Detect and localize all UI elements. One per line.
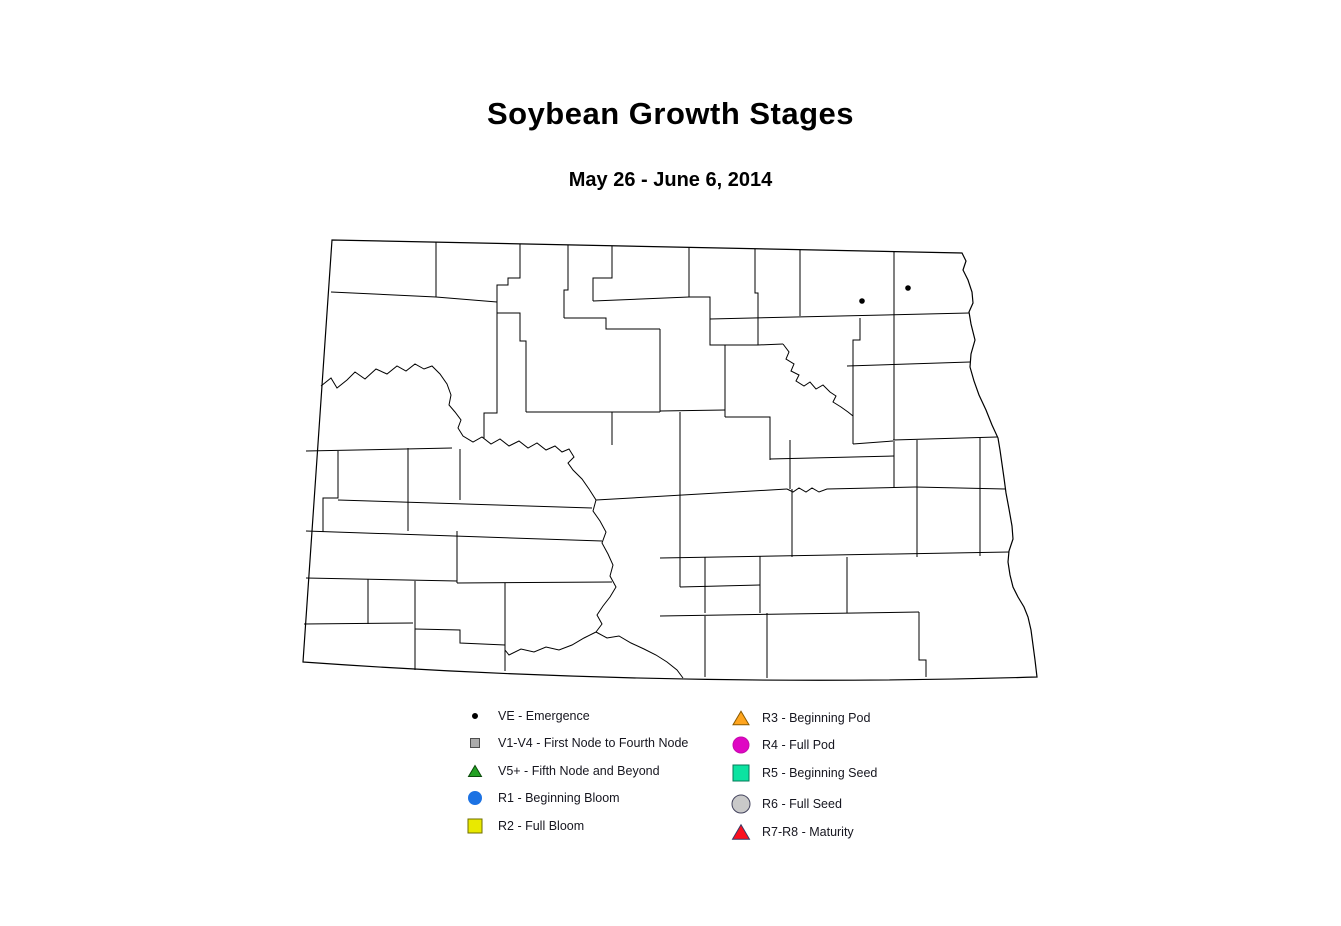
county-boundary <box>769 455 895 460</box>
triangle-marker-icon <box>467 764 483 778</box>
triangle-marker-icon <box>731 823 751 840</box>
county-boundary <box>305 447 453 452</box>
county-boundary <box>496 244 521 313</box>
ve-emergence-point <box>905 285 911 291</box>
county-boundary <box>679 584 761 588</box>
county-boundary <box>709 312 970 320</box>
legend-item-label: VE - Emergence <box>498 709 590 723</box>
square-marker-shape <box>732 764 750 782</box>
circle-marker-icon <box>732 736 750 754</box>
county-boundary <box>595 488 788 501</box>
county-boundary <box>709 319 758 346</box>
state-outline <box>302 239 1038 681</box>
county-boundary <box>659 409 726 412</box>
county-boundary <box>659 551 1010 559</box>
legend-item-label: R1 - Beginning Bloom <box>498 791 620 805</box>
circle-marker-shape <box>732 736 750 754</box>
square-marker-icon <box>732 764 750 782</box>
legend-item-label: R7-R8 - Maturity <box>762 825 854 839</box>
circle-marker-shape <box>731 794 751 814</box>
county-boundary <box>483 302 498 438</box>
county-boundary <box>322 451 339 532</box>
legend-item-label: R6 - Full Seed <box>762 797 842 811</box>
county-boundary <box>563 245 569 318</box>
county-boundary <box>435 296 498 303</box>
triangle-marker-icon <box>732 710 750 726</box>
circle-marker-icon <box>731 794 751 814</box>
county-boundary <box>918 612 927 677</box>
county-boundary <box>592 246 613 301</box>
legend-item-label: R4 - Full Pod <box>762 738 835 752</box>
circle-marker-shape <box>468 791 482 805</box>
square-marker-shape <box>467 818 483 834</box>
legend-item-right-4: R7-R8 - Maturity <box>731 822 854 842</box>
county-boundary <box>782 343 854 417</box>
county-boundary <box>305 577 458 582</box>
legend-item-label: R5 - Beginning Seed <box>762 766 878 780</box>
river-boundary <box>504 631 597 656</box>
ve-emergence-point <box>859 298 865 304</box>
legend-item-left-1: V1-V4 - First Node to Fourth Node <box>465 733 688 753</box>
county-boundary <box>786 486 916 493</box>
legend-item-left-2: V5+ - Fifth Node and Beyond <box>465 761 660 781</box>
legend-item-label: R2 - Full Bloom <box>498 819 585 833</box>
county-boundary <box>725 416 771 460</box>
dot-marker-shape <box>472 713 478 719</box>
county-boundary <box>456 581 613 584</box>
county-boundary <box>497 312 527 412</box>
county-boundary <box>852 318 861 444</box>
county-boundary <box>330 291 437 298</box>
square-marker-icon <box>467 818 483 834</box>
legend-item-label: V1-V4 - First Node to Fourth Node <box>498 736 689 750</box>
triangle-marker-shape <box>732 710 750 726</box>
legend-item-left-0: VE - Emergence <box>465 706 590 726</box>
county-boundary <box>892 436 998 441</box>
legend-item-label: R3 - Beginning Pod <box>762 711 871 725</box>
county-boundary <box>303 622 414 625</box>
county-boundary <box>754 249 759 345</box>
river-boundary <box>595 631 684 679</box>
county-boundary <box>337 499 593 509</box>
county-boundary <box>689 296 711 319</box>
county-boundary <box>592 296 690 302</box>
legend-item-right-1: R4 - Full Pod <box>731 735 835 755</box>
square-marker-shape <box>470 738 480 748</box>
triangle-marker-shape <box>467 764 483 778</box>
legend-item-right-3: R6 - Full Seed <box>731 794 842 814</box>
county-boundary <box>757 343 784 346</box>
legend-item-right-0: R3 - Beginning Pod <box>731 708 870 728</box>
county-boundary <box>659 611 920 617</box>
river-boundary <box>320 363 617 633</box>
legend-item-right-2: R5 - Beginning Seed <box>731 763 877 783</box>
county-boundary <box>846 361 971 367</box>
dot-marker-icon <box>472 713 478 719</box>
county-boundary <box>564 317 660 330</box>
county-boundary <box>914 486 1006 490</box>
county-boundary <box>414 628 506 646</box>
triangle-marker-shape <box>731 823 751 840</box>
page-title: Soybean Growth Stages <box>486 96 855 131</box>
county-boundary <box>305 530 603 542</box>
legend-item-left-4: R2 - Full Bloom <box>465 816 584 836</box>
legend-item-label: V5+ - Fifth Node and Beyond <box>498 764 660 778</box>
square-marker-icon <box>470 738 480 748</box>
county-boundary <box>852 440 894 445</box>
circle-marker-icon <box>468 791 482 805</box>
date-range-subtitle: May 26 - June 6, 2014 <box>568 169 773 191</box>
legend-item-left-3: R1 - Beginning Bloom <box>465 788 620 808</box>
